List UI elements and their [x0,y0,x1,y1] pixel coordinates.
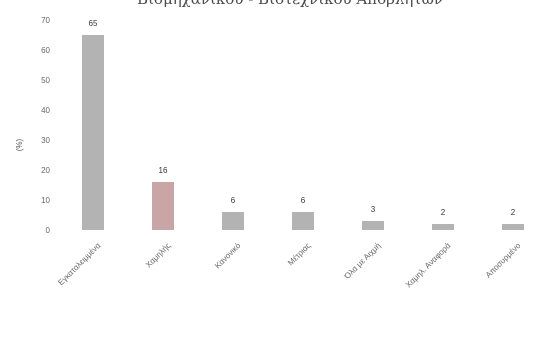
y-tick-label: 30 [41,136,50,145]
bar [152,182,174,230]
bar [502,224,524,230]
bar-value-label: 16 [159,166,168,175]
y-tick-label: 40 [41,106,50,115]
x-category-label: Αποσυρμένο [484,241,523,280]
x-category-label: Εγκαταλειμμένα [56,241,102,287]
y-tick-label: 10 [41,196,50,205]
chart-title: Βιομηχανικού - Βιοτεχνικού Αποβλήτων [137,0,443,8]
x-category-label: Μέτριας [286,241,312,267]
bars-group [82,35,524,230]
bar-value-label: 6 [301,196,306,205]
bar [432,224,454,230]
y-tick-label: 70 [41,16,50,25]
x-category-label: Χαμηλ. Αναφορά [404,241,453,290]
y-tick-label: 60 [41,46,50,55]
y-tick-label: 0 [46,226,51,235]
x-axis-labels: Εγκαταλειμμένα Χαμηλής Κανονικό Μέτριας Όλα … [56,241,523,290]
bar-value-label: 2 [511,208,516,217]
data-labels: 65 16 6 6 3 2 2 [89,19,516,217]
x-category-label: Κανονικό [213,241,243,271]
x-category-label: Όλα με Αιχμή [342,241,382,281]
bar [82,35,104,230]
y-axis-ticks: 0 10 20 30 40 50 60 70 [41,16,50,235]
bar [292,212,314,230]
bar [222,212,244,230]
y-tick-label: 50 [41,76,50,85]
bar-value-label: 6 [231,196,236,205]
bar-value-label: 3 [371,205,376,214]
y-tick-label: 20 [41,166,50,175]
bar-value-label: 2 [441,208,446,217]
bar-value-label: 65 [89,19,98,28]
x-category-label: Χαμηλής [144,241,173,270]
bar [362,221,384,230]
y-axis-label: (%) [15,138,24,151]
